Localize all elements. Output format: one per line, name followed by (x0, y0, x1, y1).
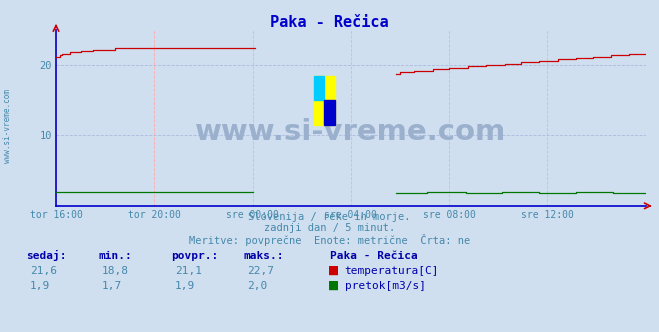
Text: 2,0: 2,0 (247, 281, 268, 291)
Bar (314, 76, 335, 125)
Text: Paka - Rečica: Paka - Rečica (330, 251, 417, 261)
Text: Paka - Rečica: Paka - Rečica (270, 15, 389, 30)
Text: temperatura[C]: temperatura[C] (345, 266, 439, 276)
Text: 1,9: 1,9 (175, 281, 195, 291)
Text: 22,7: 22,7 (247, 266, 274, 276)
Text: 21,6: 21,6 (30, 266, 57, 276)
Text: ■: ■ (328, 279, 339, 292)
Text: povpr.:: povpr.: (171, 251, 219, 261)
Text: min.:: min.: (99, 251, 132, 261)
Text: 1,9: 1,9 (30, 281, 50, 291)
Text: ■: ■ (328, 264, 339, 277)
Bar (324, 100, 335, 125)
Bar (314, 76, 324, 100)
Text: www.si-vreme.com: www.si-vreme.com (195, 118, 507, 146)
Text: 18,8: 18,8 (102, 266, 129, 276)
Text: 21,1: 21,1 (175, 266, 202, 276)
Text: 1,7: 1,7 (102, 281, 123, 291)
Text: sedaj:: sedaj: (26, 250, 67, 261)
Text: Slovenija / reke in morje.: Slovenija / reke in morje. (248, 212, 411, 222)
Text: www.si-vreme.com: www.si-vreme.com (3, 89, 13, 163)
Text: Meritve: povprečne  Enote: metrične  Črta: ne: Meritve: povprečne Enote: metrične Črta:… (189, 234, 470, 246)
Text: maks.:: maks.: (244, 251, 284, 261)
Text: zadnji dan / 5 minut.: zadnji dan / 5 minut. (264, 223, 395, 233)
Text: pretok[m3/s]: pretok[m3/s] (345, 281, 426, 291)
